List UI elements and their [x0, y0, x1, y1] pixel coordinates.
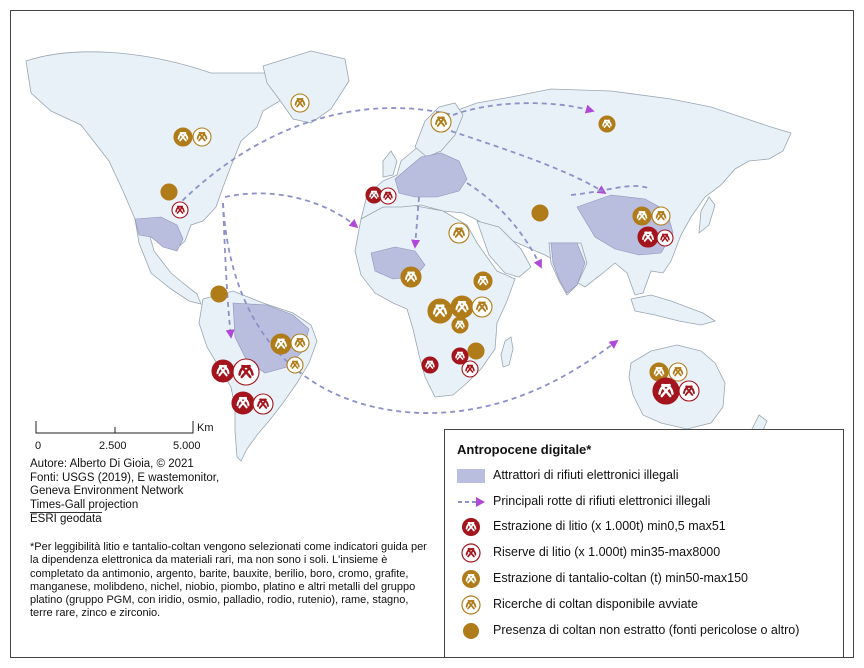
- pickaxe-filled-gold-icon: [598, 115, 616, 133]
- pickaxe-filled-red-icon: [421, 356, 439, 374]
- legend-label: Estrazione di litio (x 1.000t) min0,5 ma…: [493, 519, 726, 533]
- pickaxe-outline-red-icon: [461, 360, 479, 378]
- route-china-east: [570, 185, 652, 196]
- legend-item-coltan-unextracted: Presenza di coltan non estratto (fonti p…: [453, 621, 843, 641]
- scale-tick-2500: 2.500: [99, 440, 127, 452]
- pickaxe-outline-red-icon: [252, 393, 274, 415]
- footnote: *Per leggibilità litio e tantalio-coltan…: [30, 541, 427, 620]
- legend-label: Presenza di coltan non estratto (fonti p…: [493, 623, 800, 637]
- legend-label: Riserve di litio (x 1.000t) min35-max800…: [493, 545, 721, 559]
- arabia: [476, 220, 532, 278]
- scale-tick-0: 0: [35, 440, 41, 452]
- dot-gold-icon: [160, 183, 178, 201]
- legend-item-coltan-research: Ricerche di coltan disponibile avviate: [453, 595, 843, 615]
- resource-symbols: [160, 93, 700, 415]
- scale-tick-5000: 5.000: [173, 440, 201, 452]
- british-isles: [382, 150, 398, 178]
- scale-bar: Km 0 2.500 5.000: [35, 421, 214, 452]
- pickaxe-outline-red-icon: [656, 229, 674, 247]
- pickaxe-filled-red-icon: [231, 391, 255, 415]
- route-usa-southamerica: [222, 202, 235, 339]
- greenland: [262, 50, 350, 124]
- attractor-western-europe: [394, 152, 468, 198]
- pickaxe-outline-gold-icon: [192, 127, 212, 147]
- pickaxe-outline-red-icon: [678, 380, 700, 402]
- legend-item-routes: Principali rotte di rifiuti elettronici …: [453, 492, 843, 512]
- north-america: [25, 51, 284, 305]
- credits-projection: Times-Gall projection: [30, 498, 139, 511]
- legend-item-lithium-extraction: Estrazione di litio (x 1.000t) min0,5 ma…: [453, 517, 843, 537]
- legend-title: Antropocene digitale*: [457, 442, 592, 457]
- pickaxe-filled-gold-icon: [400, 266, 422, 288]
- credits-sources: Fonti: USGS (2019), E wastemonitor,: [30, 471, 220, 484]
- route-europe-china: [450, 130, 607, 194]
- pickaxe-outline-gold-icon: [286, 356, 304, 374]
- credits: Autore: Alberto Di Gioia, © 2021 Fonti: …: [30, 458, 219, 527]
- pickaxe-outline-red-icon: [379, 187, 397, 205]
- pickaxe-outline-gold-icon: [448, 222, 470, 244]
- pickaxe-outline-red-icon: [461, 543, 481, 563]
- dot-gold-icon: [210, 285, 228, 303]
- credits-author: Autore: Alberto Di Gioia, © 2021: [30, 458, 194, 470]
- pickaxe-filled-red-icon: [652, 377, 680, 405]
- route-arrow-icon: [458, 497, 485, 507]
- pickaxe-filled-gold-icon: [270, 333, 292, 355]
- pickaxe-outline-red-icon: [171, 201, 189, 219]
- legend-label: Estrazione di tantalio-coltan (t) min50-…: [493, 571, 748, 585]
- map-frame: Km 0 2.500 5.000 Autore: Alberto Di Gioi…: [10, 10, 854, 658]
- legend-label: Ricerche di coltan disponibile avviate: [493, 597, 698, 611]
- credits-sources-cont: Geneva Environment Network: [30, 485, 184, 498]
- scale-unit: Km: [197, 422, 214, 434]
- southeast-asia-islands: [630, 294, 716, 326]
- pickaxe-filled-gold-icon: [462, 570, 480, 588]
- pickaxe-filled-gold-icon: [451, 316, 469, 334]
- pickaxe-filled-red-icon: [451, 347, 469, 365]
- dot-gold-icon: [531, 204, 549, 222]
- japan: [698, 196, 716, 234]
- legend-label: Attrattori di rifiuti elettronici illega…: [493, 468, 679, 482]
- route-usa-australia: [222, 202, 619, 414]
- legend: Antropocene digitale* Attrattori di rifi…: [444, 429, 844, 657]
- legend-item-lithium-reserves: Riserve di litio (x 1.000t) min35-max800…: [453, 543, 843, 563]
- attractor-usa: [134, 216, 184, 252]
- legend-item-coltan-extraction: Estrazione di tantalio-coltan (t) min50-…: [453, 569, 843, 589]
- route-usa-europe: [175, 107, 454, 208]
- legend-label: Principali rotte di rifiuti elettronici …: [493, 494, 711, 508]
- attractor-india: [550, 242, 586, 294]
- pickaxe-outline-gold-icon: [471, 296, 493, 318]
- credits-geodata: ESRI geodata: [30, 512, 102, 526]
- route-europe-russia: [452, 102, 595, 116]
- pickaxe-outline-gold-icon: [668, 362, 688, 382]
- world-map: [25, 50, 792, 462]
- pickaxe-outline-gold-icon: [430, 111, 452, 133]
- attractor-swatch-icon: [457, 469, 485, 483]
- dot-gold-icon: [463, 623, 479, 639]
- legend-item-attractors: Attrattori di rifiuti elettronici illega…: [453, 466, 843, 486]
- pickaxe-filled-red-icon: [211, 359, 235, 383]
- madagascar: [500, 336, 514, 368]
- pickaxe-outline-gold-icon: [290, 93, 310, 113]
- pickaxe-outline-red-icon: [232, 358, 260, 386]
- dot-gold-icon: [467, 342, 485, 360]
- pickaxe-filled-gold-icon: [427, 298, 453, 324]
- pickaxe-filled-gold-icon: [173, 127, 193, 147]
- pickaxe-outline-gold-icon: [461, 595, 481, 615]
- pickaxe-outline-gold-icon: [290, 333, 310, 353]
- pickaxe-filled-red-icon: [462, 518, 480, 536]
- waste-routes: [175, 102, 652, 414]
- pickaxe-filled-gold-icon: [450, 295, 474, 319]
- route-europe-india: [466, 182, 542, 269]
- route-usa-westafrica: [224, 192, 359, 229]
- pickaxe-filled-gold-icon: [632, 206, 652, 226]
- pickaxe-filled-gold-icon: [473, 271, 493, 291]
- pickaxe-outline-gold-icon: [651, 206, 671, 226]
- pickaxe-filled-red-icon: [637, 226, 659, 248]
